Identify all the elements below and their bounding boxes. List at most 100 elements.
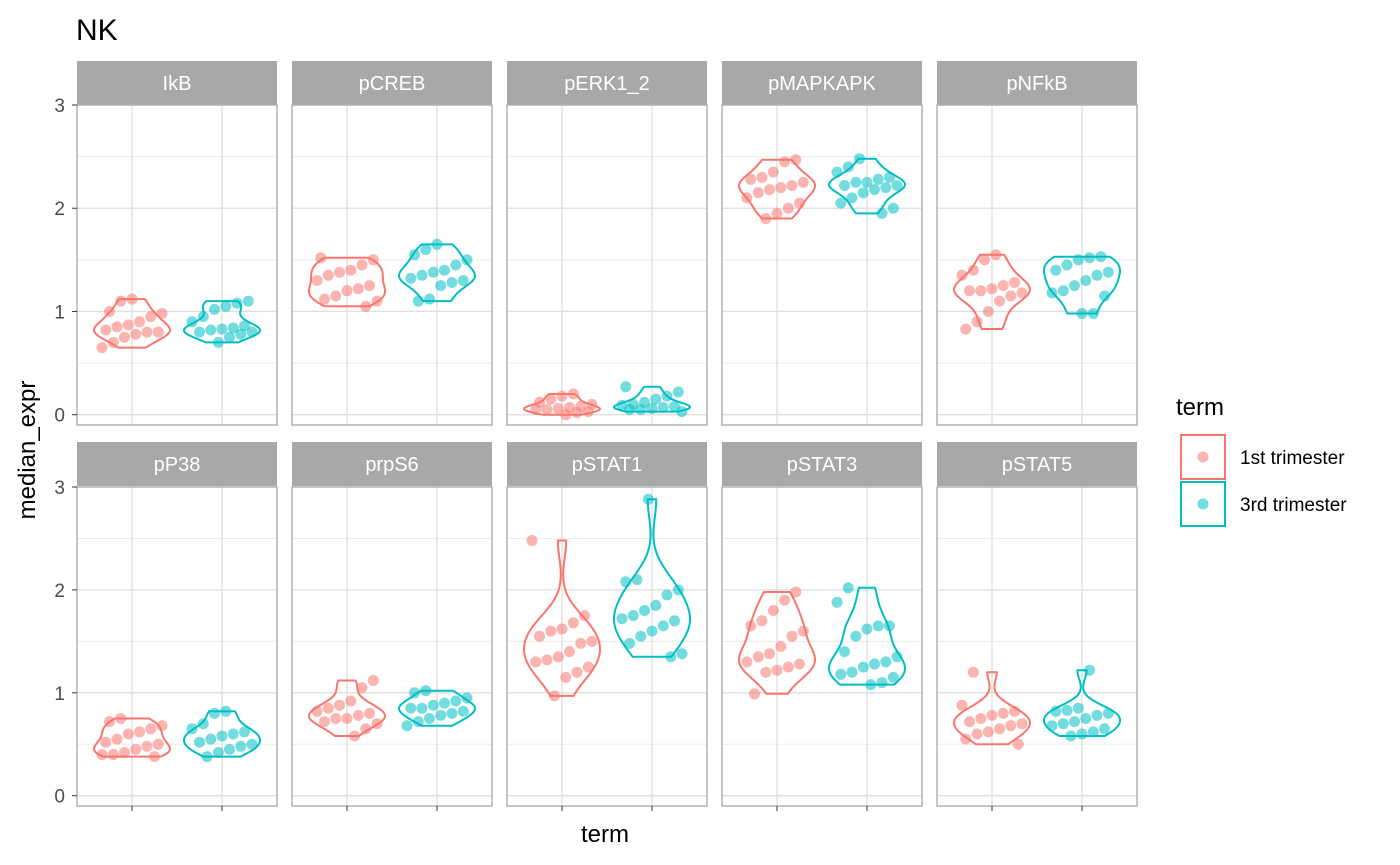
data-point bbox=[616, 613, 628, 625]
data-point bbox=[745, 173, 757, 185]
data-point bbox=[239, 320, 250, 332]
data-point bbox=[782, 202, 794, 214]
data-point bbox=[854, 153, 865, 165]
data-point bbox=[876, 207, 888, 219]
data-point bbox=[416, 702, 428, 714]
data-point bbox=[209, 303, 220, 315]
data-point bbox=[631, 574, 643, 586]
y-tick-label: 2 bbox=[54, 581, 65, 602]
data-point bbox=[582, 661, 594, 673]
data-point bbox=[246, 326, 258, 338]
data-point bbox=[149, 751, 160, 763]
data-point bbox=[349, 730, 360, 742]
facet-panel-pCREB: pCREB bbox=[291, 61, 493, 426]
data-point bbox=[586, 635, 598, 647]
data-point bbox=[556, 623, 568, 635]
data-point bbox=[1061, 704, 1073, 716]
data-point bbox=[104, 716, 115, 728]
y-tick-label: 3 bbox=[54, 96, 65, 117]
data-point bbox=[197, 718, 209, 730]
data-point bbox=[646, 625, 658, 637]
data-point bbox=[201, 751, 213, 763]
data-point bbox=[1099, 723, 1110, 735]
data-point bbox=[1069, 716, 1080, 728]
data-point bbox=[986, 283, 998, 295]
data-point bbox=[360, 723, 372, 735]
data-point bbox=[861, 623, 873, 635]
data-point bbox=[446, 707, 458, 719]
data-point bbox=[869, 658, 880, 670]
data-point bbox=[104, 306, 115, 317]
facet-strip-label: pSTAT1 bbox=[572, 454, 642, 476]
data-point bbox=[371, 295, 383, 307]
data-point bbox=[975, 713, 987, 724]
violin-3rd-trimester bbox=[397, 243, 477, 303]
data-point bbox=[224, 331, 235, 343]
data-point bbox=[986, 709, 998, 721]
data-point bbox=[956, 269, 968, 281]
data-point bbox=[880, 182, 892, 194]
data-point bbox=[100, 736, 112, 748]
data-point bbox=[541, 404, 553, 415]
panel-border bbox=[76, 104, 278, 426]
data-point bbox=[100, 324, 112, 336]
data-point bbox=[835, 668, 847, 680]
data-point bbox=[1065, 730, 1077, 742]
data-point bbox=[549, 690, 560, 702]
x-axis-title: term bbox=[581, 821, 629, 848]
data-point bbox=[616, 399, 628, 411]
violin-1st-trimester bbox=[93, 717, 171, 758]
data-point bbox=[409, 249, 420, 261]
data-point bbox=[835, 197, 847, 209]
data-point bbox=[1016, 287, 1028, 299]
data-point bbox=[461, 692, 473, 704]
data-point bbox=[311, 275, 323, 286]
data-point bbox=[850, 176, 862, 188]
data-point bbox=[1050, 264, 1062, 276]
data-point bbox=[1046, 287, 1058, 299]
data-point bbox=[367, 254, 379, 266]
data-point bbox=[861, 176, 873, 188]
data-point bbox=[627, 610, 639, 622]
data-point bbox=[416, 269, 428, 281]
panel-background bbox=[292, 487, 492, 806]
facet-panel-pERK1_2: pERK1_2 bbox=[506, 61, 708, 426]
data-point bbox=[741, 192, 753, 204]
data-point bbox=[790, 154, 802, 166]
data-point bbox=[669, 615, 680, 627]
facet-panel-pNFkB: pNFkB bbox=[936, 61, 1138, 426]
data-point bbox=[1046, 720, 1058, 732]
panel-border bbox=[721, 104, 923, 426]
data-point bbox=[186, 316, 198, 328]
data-point bbox=[356, 259, 368, 271]
data-point bbox=[552, 651, 564, 663]
data-point bbox=[322, 269, 334, 281]
data-point bbox=[435, 280, 447, 292]
data-point bbox=[661, 390, 673, 402]
panel-border bbox=[506, 104, 708, 426]
data-point bbox=[205, 324, 217, 336]
violin-3rd-trimester bbox=[183, 710, 261, 758]
data-point bbox=[850, 630, 862, 642]
data-point bbox=[330, 290, 342, 302]
data-point bbox=[1091, 709, 1103, 721]
legend-key-point bbox=[1197, 498, 1209, 510]
data-point bbox=[145, 723, 157, 735]
data-point bbox=[831, 596, 843, 608]
panel-background bbox=[937, 105, 1137, 425]
data-point bbox=[231, 297, 243, 309]
data-point bbox=[887, 671, 899, 683]
data-point bbox=[1102, 266, 1114, 278]
data-point bbox=[420, 685, 432, 697]
data-point bbox=[1012, 738, 1024, 750]
data-point bbox=[1009, 705, 1020, 717]
data-point bbox=[427, 266, 439, 278]
data-point bbox=[564, 646, 575, 658]
data-point bbox=[857, 187, 869, 199]
data-point bbox=[556, 390, 568, 402]
data-point bbox=[246, 738, 258, 750]
data-point bbox=[967, 666, 979, 678]
panel-background bbox=[77, 105, 277, 425]
data-point bbox=[212, 747, 224, 758]
data-point bbox=[552, 403, 564, 414]
